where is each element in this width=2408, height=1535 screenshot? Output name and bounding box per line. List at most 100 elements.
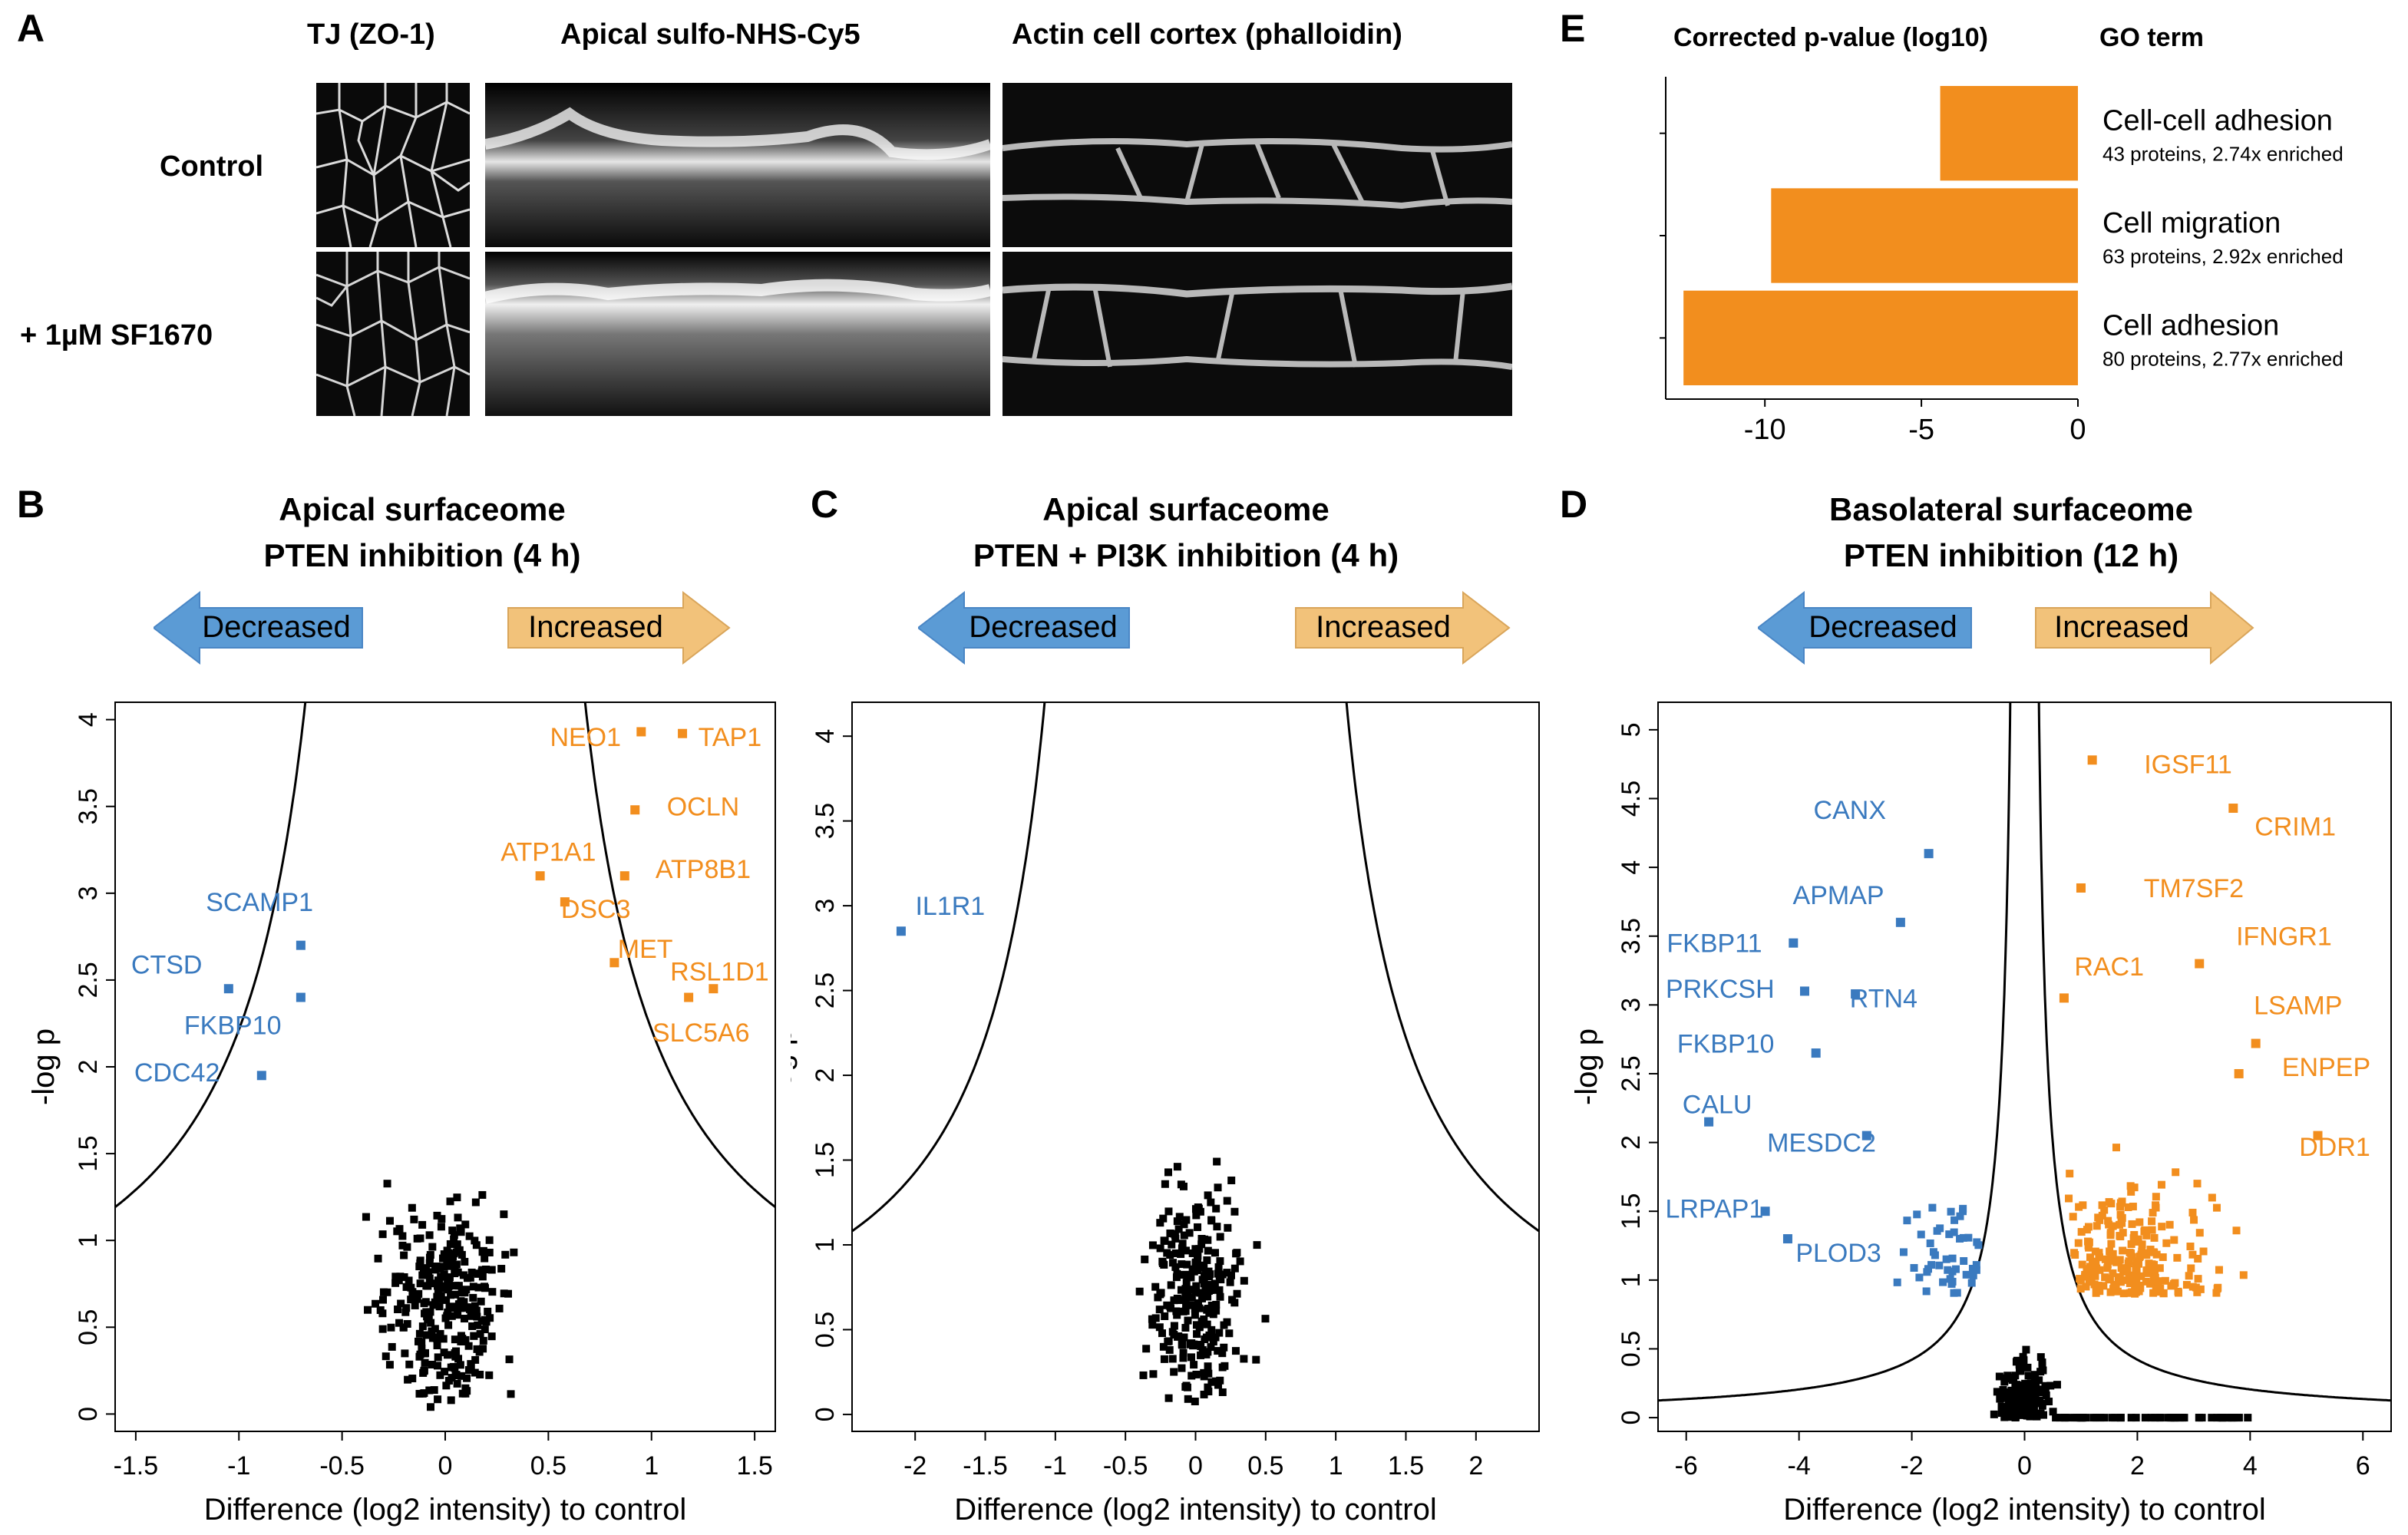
- data-point: [462, 1286, 471, 1294]
- labeled-point: [678, 728, 688, 738]
- data-point: [1212, 1306, 1221, 1315]
- data-point: [1198, 1276, 1207, 1284]
- row-label-sf1670: + 1µM SF1670: [20, 319, 213, 352]
- data-point: [2064, 1414, 2073, 1422]
- data-point: [1207, 1378, 1216, 1386]
- y-tick-label: 5: [1617, 722, 1646, 737]
- data-point: [1148, 1321, 1157, 1329]
- data-point: [416, 1279, 424, 1288]
- data-point: [1178, 1245, 1186, 1253]
- data-point: [1207, 1286, 1215, 1294]
- data-point: [1142, 1345, 1151, 1353]
- data-point: [2075, 1203, 2083, 1211]
- increased-label: Increased: [1316, 610, 1451, 644]
- point-label: APMAP: [1793, 881, 1884, 910]
- data-point: [1164, 1337, 1172, 1345]
- data-point: [451, 1290, 460, 1299]
- data-point: [452, 1371, 461, 1379]
- x-tick-label: 0.5: [1247, 1451, 1283, 1481]
- data-point: [444, 1321, 453, 1329]
- data-point: [2036, 1396, 2044, 1405]
- data-point: [2035, 1376, 2043, 1385]
- data-point: [1211, 1279, 1219, 1288]
- data-point: [1165, 1345, 1174, 1354]
- data-point: [451, 1335, 459, 1344]
- data-point: [1180, 1231, 1188, 1240]
- data-point: [411, 1301, 419, 1309]
- data-point: [433, 1362, 441, 1370]
- data-point: [2056, 1414, 2064, 1422]
- data-point: [1164, 1394, 1173, 1402]
- labeled-point: [535, 871, 545, 881]
- micrograph-sulfo-control: [485, 83, 990, 247]
- data-point: [1172, 1307, 1181, 1315]
- data-point: [2127, 1240, 2135, 1248]
- data-point: [470, 1332, 478, 1340]
- data-point: [1187, 1293, 1196, 1302]
- point-label: DDR1: [2299, 1133, 2370, 1162]
- data-point: [1927, 1261, 1936, 1269]
- data-point: [2082, 1271, 2090, 1279]
- data-point: [378, 1325, 387, 1333]
- data-point: [425, 1231, 434, 1240]
- data-point: [468, 1322, 477, 1330]
- data-point: [2135, 1259, 2143, 1268]
- col-label-actin: Actin cell cortex (phalloidin): [1012, 18, 1402, 51]
- data-point: [469, 1282, 477, 1291]
- data-point: [2098, 1211, 2106, 1220]
- data-point: [2117, 1264, 2126, 1273]
- data-point: [2194, 1254, 2202, 1263]
- data-point: [2182, 1281, 2191, 1289]
- data-point: [2008, 1376, 2017, 1385]
- y-tick-label: 2: [74, 1060, 103, 1074]
- point-label: RSL1D1: [670, 958, 769, 987]
- data-point: [437, 1273, 445, 1281]
- point-label: IFNGR1: [2236, 923, 2332, 952]
- data-point: [2138, 1240, 2146, 1249]
- data-point: [401, 1349, 409, 1358]
- data-point: [2196, 1285, 2205, 1293]
- data-point: [2111, 1282, 2119, 1290]
- labeled-point: [1851, 989, 1861, 999]
- data-point: [1226, 1278, 1234, 1286]
- data-point: [451, 1352, 460, 1361]
- data-point: [485, 1371, 494, 1379]
- data-point: [474, 1269, 482, 1278]
- data-point: [2038, 1401, 2046, 1410]
- x-tick-label: -2: [1900, 1451, 1923, 1481]
- data-point: [2130, 1183, 2139, 1192]
- data-point: [1218, 1349, 1227, 1358]
- data-point: [461, 1257, 469, 1266]
- data-point: [2066, 1170, 2074, 1178]
- data-point: [2112, 1144, 2120, 1152]
- data-point: [1203, 1306, 1211, 1314]
- data-point: [408, 1203, 416, 1212]
- data-point: [1166, 1229, 1174, 1237]
- data-point: [2232, 1226, 2241, 1235]
- data-point: [1159, 1342, 1168, 1351]
- data-point: [1156, 1244, 1164, 1253]
- data-point: [461, 1220, 470, 1229]
- data-point: [434, 1395, 442, 1404]
- data-point: [1211, 1249, 1220, 1257]
- data-point: [394, 1306, 402, 1314]
- data-point: [441, 1368, 449, 1376]
- data-point: [422, 1308, 431, 1316]
- data-point: [1203, 1320, 1211, 1329]
- data-point: [1191, 1397, 1199, 1405]
- data-point: [487, 1332, 496, 1341]
- panel-letter-d: D: [1560, 483, 1588, 526]
- data-point: [2154, 1277, 2162, 1286]
- data-point: [1186, 1286, 1194, 1294]
- data-point: [2100, 1206, 2109, 1214]
- data-point: [2094, 1213, 2102, 1222]
- data-point: [450, 1235, 458, 1243]
- data-point: [436, 1329, 444, 1338]
- data-point: [2148, 1226, 2156, 1234]
- data-point: [485, 1236, 494, 1244]
- data-point: [1215, 1286, 1224, 1294]
- data-point: [1204, 1191, 1212, 1200]
- data-point: [1179, 1182, 1187, 1190]
- data-point: [1221, 1362, 1229, 1370]
- labeled-point: [1789, 938, 1799, 948]
